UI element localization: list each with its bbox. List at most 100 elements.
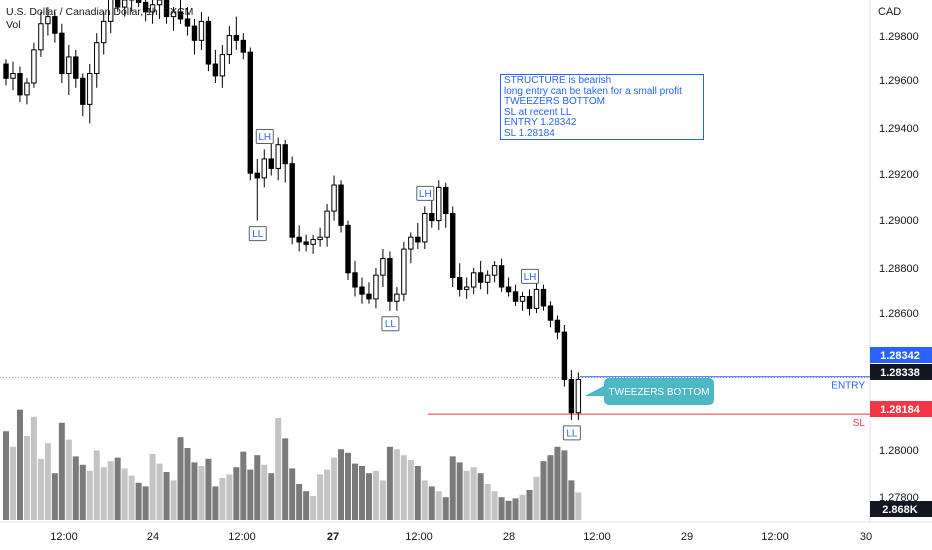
volume-bar xyxy=(345,452,352,520)
time-tick-label: 29 xyxy=(681,531,693,543)
candle xyxy=(331,175,337,221)
volume-bar xyxy=(512,498,519,520)
analysis-note[interactable]: STRUCTURE is bearish long entry can be t… xyxy=(500,74,704,140)
candle xyxy=(45,7,51,36)
current-price-badge-text: 1.28338 xyxy=(880,367,920,379)
current-price-badge: 1.28338 xyxy=(870,364,932,380)
entry-price-badge-text: 1.28342 xyxy=(880,350,920,362)
candle-body xyxy=(484,274,491,283)
candle xyxy=(275,137,281,181)
structure-label-box xyxy=(521,268,539,284)
candle-body xyxy=(380,258,386,276)
candle xyxy=(533,282,540,314)
candle xyxy=(394,287,400,311)
candle-body xyxy=(94,42,100,75)
candle xyxy=(59,23,65,84)
volume-bar xyxy=(107,461,114,520)
volume-bar xyxy=(128,475,135,520)
volume-bar xyxy=(268,473,275,520)
volume-bar xyxy=(568,480,575,520)
candle-body xyxy=(540,288,547,307)
candle xyxy=(443,182,449,228)
volume-bar xyxy=(477,473,484,520)
candle-body xyxy=(156,0,163,6)
candle xyxy=(142,0,149,22)
candle xyxy=(156,0,163,19)
candle xyxy=(108,0,114,34)
candles xyxy=(3,0,582,420)
structure-label-ll: LL xyxy=(248,226,267,242)
volume-bar xyxy=(456,462,463,520)
candle-body xyxy=(554,319,561,333)
candle-body xyxy=(73,56,79,79)
candle-body xyxy=(10,73,16,79)
candle xyxy=(73,49,79,88)
volume-bar xyxy=(275,418,282,520)
candle-body xyxy=(52,16,58,34)
volume-bar xyxy=(519,494,526,520)
structure-label-text: LH xyxy=(258,132,271,143)
volume-bar xyxy=(114,457,121,520)
candle xyxy=(31,42,37,88)
price-tick-label: 1.29000 xyxy=(879,215,919,227)
structure-label-text: LH xyxy=(524,272,537,283)
candle xyxy=(17,66,23,102)
candle xyxy=(457,263,463,297)
candle-body xyxy=(575,379,582,414)
candle-body xyxy=(80,77,86,105)
candle xyxy=(568,370,575,420)
candle-body xyxy=(561,331,568,381)
candle-body xyxy=(547,305,554,321)
candle-body xyxy=(387,258,393,302)
volume-bar xyxy=(324,469,331,520)
volume-bar xyxy=(205,458,212,520)
candle xyxy=(345,220,351,280)
candle xyxy=(450,206,456,288)
volume-bar xyxy=(23,436,30,520)
candle xyxy=(135,0,142,8)
candle-body xyxy=(66,56,72,75)
volume-bar xyxy=(240,451,247,520)
candle xyxy=(10,61,16,91)
volume-bar xyxy=(254,455,261,520)
candle xyxy=(547,301,554,328)
candle-body xyxy=(526,296,533,309)
candle-body xyxy=(191,25,198,41)
candle xyxy=(317,227,323,247)
price-tick-label: 1.29200 xyxy=(879,169,919,181)
candle-body xyxy=(3,63,9,79)
volume-bar xyxy=(65,439,72,520)
volume-bar xyxy=(79,464,86,520)
time-tick-label: 12:00 xyxy=(405,531,433,543)
candle-body xyxy=(331,184,337,212)
structure-label-lh: LH xyxy=(521,268,539,284)
volume-bar xyxy=(421,480,428,520)
candle-body xyxy=(24,82,30,96)
price-tick-label: 1.29400 xyxy=(879,123,919,135)
candle xyxy=(387,251,393,311)
volume-bar xyxy=(575,492,582,520)
note-line: STRUCTURE is bearish xyxy=(504,75,612,86)
volume-bar xyxy=(156,463,163,520)
structure-label-box xyxy=(248,226,267,242)
candle xyxy=(177,0,184,24)
candle-body xyxy=(512,291,519,302)
volume-bars xyxy=(3,409,582,520)
candle-body xyxy=(289,163,295,238)
candle-body xyxy=(282,144,288,165)
volume-bar xyxy=(30,416,37,520)
volume-bar xyxy=(317,474,324,520)
candle-body xyxy=(101,20,107,44)
candle xyxy=(261,149,267,188)
candle-body xyxy=(415,236,421,243)
volume-bar xyxy=(547,455,554,520)
volume-bar xyxy=(561,450,568,520)
volume-bar xyxy=(393,449,400,520)
candle xyxy=(519,291,526,311)
candle-body xyxy=(198,20,205,41)
candle-body xyxy=(401,248,407,295)
candle xyxy=(575,372,582,420)
candle-body xyxy=(261,158,267,179)
candle xyxy=(401,241,407,302)
